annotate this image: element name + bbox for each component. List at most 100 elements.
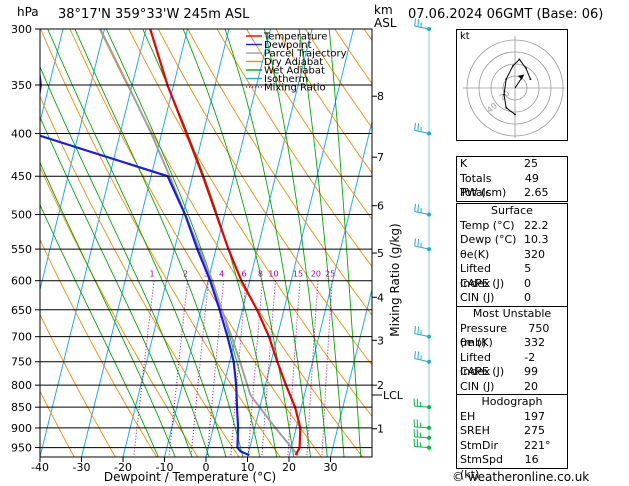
- location-label: 38°17'N 359°33'W 245m ASL: [58, 7, 250, 22]
- wind-barb: [413, 438, 430, 449]
- mixing-ratio-label: 1: [149, 270, 154, 279]
- barb-flag: [419, 422, 422, 428]
- wind-barb: [414, 326, 430, 338]
- pressure-tick-label: 850: [11, 401, 32, 414]
- barb-flag: [417, 18, 420, 27]
- mu-value: -2: [524, 350, 536, 364]
- surface-row: Temp (°C) 22.2: [457, 219, 567, 234]
- dry-adiabat-line: [40, 95, 240, 457]
- mu-value: 750: [528, 321, 550, 335]
- surface-label: Temp (°C): [460, 218, 515, 232]
- hodograph-point: [529, 78, 532, 81]
- x-tick-label: -40: [31, 461, 49, 474]
- hodograph-unit: kt: [460, 31, 470, 42]
- hodo-value: 275: [524, 424, 545, 437]
- dry-adiabat-line: [570, 29, 629, 457]
- mixing-ratio-label: 25: [325, 270, 335, 279]
- surface-value: 320: [524, 247, 545, 261]
- surface-label: θe(K): [460, 247, 490, 261]
- wet-adiabat-line: [298, 29, 345, 457]
- pressure-tick-label: 350: [11, 79, 32, 92]
- wet-adiabat-line: [40, 115, 193, 457]
- barb-shaft: [414, 358, 430, 363]
- hodo-label: StmSpd (kt): [460, 453, 503, 481]
- barb-shaft: [414, 25, 430, 30]
- barb-flag: [417, 204, 420, 213]
- surface-value: 0: [524, 276, 531, 290]
- surface-label: CAPE (J): [460, 276, 505, 290]
- barb-flag: [419, 432, 422, 438]
- barb-flag: [419, 401, 422, 407]
- barb-flag: [417, 238, 420, 247]
- surface-row: Lifted Index 5: [457, 262, 567, 290]
- km-tick-label: 3: [377, 334, 384, 347]
- barb-flag: [419, 442, 422, 447]
- lcl-label: LCL: [383, 389, 404, 402]
- hodograph-point: [518, 58, 521, 61]
- barb-flag: [416, 398, 419, 407]
- legend-label: Temperature: [263, 32, 327, 43]
- legend-label: Parcel Trajectory: [264, 49, 347, 60]
- hodo-label: StmDir: [460, 438, 499, 452]
- barb-flag: [414, 203, 416, 212]
- pressure-tick-label: 550: [11, 243, 32, 256]
- km-tick-label: 1: [377, 423, 384, 436]
- hodo-value: 197: [524, 409, 545, 423]
- barb-flag: [420, 22, 422, 28]
- mixing-ratio-label: 10: [268, 270, 278, 279]
- pressure-tick-label: 500: [11, 208, 32, 221]
- mixing-ratio-label: 8: [258, 270, 263, 279]
- surface-label: CIN (J): [460, 291, 495, 304]
- wind-barb: [413, 429, 430, 439]
- indices-table: K 25 Totals Totals 49 PW (cm) 2.65: [456, 156, 568, 202]
- index-row: Totals Totals 49: [457, 172, 567, 200]
- pressure-tick-label: 950: [11, 442, 32, 455]
- wet-adiabat-line: [47, 29, 227, 457]
- barb-shaft: [414, 446, 430, 449]
- storm-motion-arrowhead: [517, 74, 524, 80]
- index-row: PW (cm) 2.65: [457, 186, 567, 201]
- wind-barb: [413, 419, 430, 429]
- barb-flag: [413, 419, 415, 427]
- barb-flag: [413, 438, 415, 447]
- legend-label: Dry Adiabat: [264, 57, 323, 68]
- surface-row: Dewp (°C) 10.3: [457, 233, 567, 248]
- mixing-ratio-label: 2: [183, 270, 188, 279]
- dewpoint-line: [40, 69, 250, 457]
- barb-flag: [413, 398, 415, 407]
- barb-flag: [414, 18, 416, 27]
- surface-row: CIN (J) 0: [457, 291, 567, 306]
- most-unstable-table: Most Unstable Pressure (mb) 750 θe (K) 332…: [456, 306, 568, 395]
- km-tick-label: 4: [377, 291, 384, 304]
- pressure-tick-label: 450: [11, 170, 32, 183]
- wind-barb: [414, 351, 430, 363]
- mixing-ratio-label: 15: [293, 270, 303, 279]
- km-tick-label: 6: [377, 200, 384, 213]
- x-tick-label: -30: [73, 461, 91, 474]
- mixing-ratio-label: 4: [219, 270, 224, 279]
- hodograph-point: [511, 65, 514, 67]
- wind-barb: [413, 398, 430, 408]
- hodograph-point: [503, 93, 505, 96]
- hpa-label: hPa: [17, 5, 39, 19]
- hodo-row: SREH 275: [457, 424, 567, 439]
- pressure-tick-label: 900: [11, 422, 32, 435]
- dry-adiabat-line: [40, 313, 116, 457]
- barb-flag: [420, 330, 422, 335]
- index-value: 2.65: [524, 186, 549, 199]
- hodograph-point: [525, 67, 527, 70]
- legend-label: Isotherm: [264, 74, 308, 85]
- pressure-tick-label: 400: [11, 127, 32, 140]
- surface-table: Surface Temp (°C) 22.2 Dewp (°C) 10.3 θe(K…: [456, 203, 568, 307]
- legend-label: Dewpoint: [264, 40, 312, 51]
- isotherm-line: [40, 29, 64, 124]
- barb-shaft: [414, 436, 430, 439]
- km-tick-label: 7: [377, 151, 384, 164]
- index-row: K 25: [457, 157, 567, 172]
- x-tick-label: 30: [324, 461, 338, 474]
- isotherm-line: [40, 29, 105, 292]
- pressure-tick-label: 800: [11, 379, 32, 392]
- x-tick-label: -10: [156, 461, 174, 474]
- wind-barbs: [413, 18, 431, 452]
